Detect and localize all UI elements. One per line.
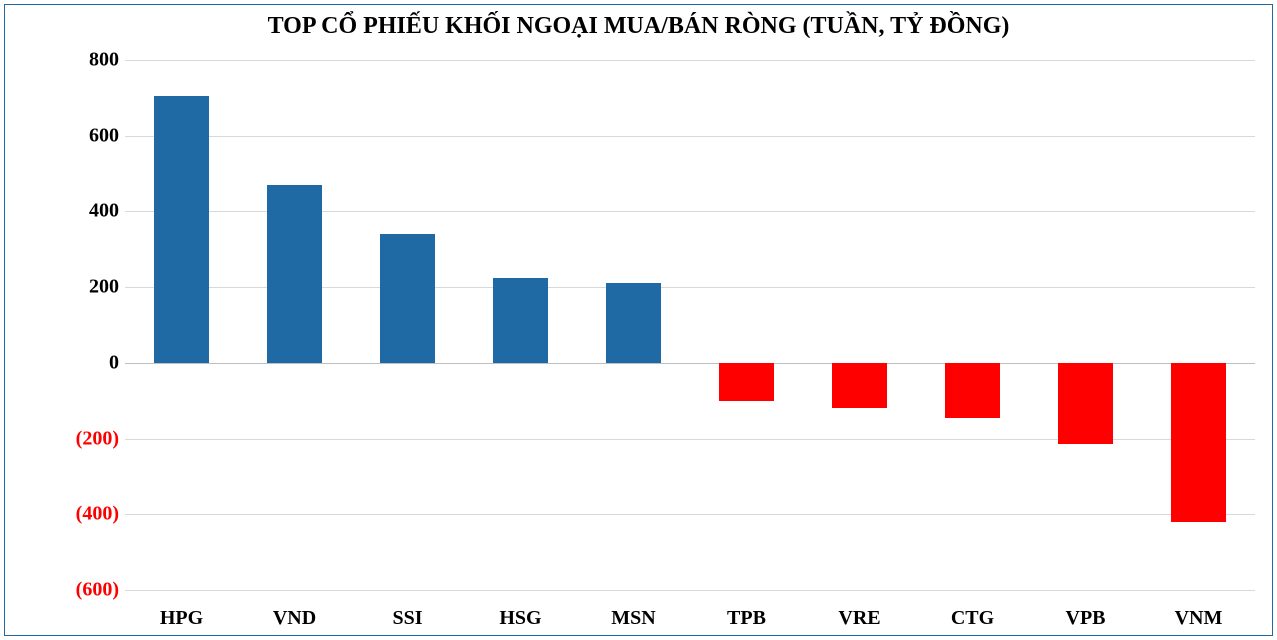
- bar-vnm: [1171, 363, 1225, 522]
- bar-msn: [606, 283, 660, 363]
- bar-vre: [832, 363, 886, 408]
- x-axis-labels: HPG VND SSI HSG MSN TPB VRE CTG VPB VNM: [125, 607, 1255, 633]
- x-label-vpb: VPB: [1066, 607, 1106, 630]
- chart-title: TOP CỔ PHIẾU KHỐI NGOẠI MUA/BÁN RÒNG (TU…: [5, 13, 1272, 40]
- y-tick-label: (600): [19, 579, 119, 602]
- y-tick-label: 0: [19, 351, 119, 374]
- bar-vnd: [267, 185, 321, 363]
- gridline: [125, 136, 1255, 137]
- plot-area: [125, 60, 1255, 590]
- bar-hpg: [154, 96, 208, 363]
- y-tick-label: 600: [19, 124, 119, 147]
- x-label-vnd: VND: [273, 607, 316, 630]
- bar-ctg: [945, 363, 999, 418]
- y-tick-label: (400): [19, 503, 119, 526]
- chart-frame: TOP CỔ PHIẾU KHỐI NGOẠI MUA/BÁN RÒNG (TU…: [4, 4, 1273, 636]
- x-label-msn: MSN: [611, 607, 655, 630]
- y-tick-label: 400: [19, 200, 119, 223]
- x-label-ctg: CTG: [951, 607, 994, 630]
- bar-vpb: [1058, 363, 1112, 444]
- gridline: [125, 60, 1255, 61]
- y-tick-label: 800: [19, 49, 119, 72]
- x-label-vnm: VNM: [1175, 607, 1223, 630]
- y-tick-label: 200: [19, 276, 119, 299]
- gridline: [125, 590, 1255, 591]
- x-label-ssi: SSI: [392, 607, 422, 630]
- bar-tpb: [719, 363, 773, 401]
- gridline: [125, 514, 1255, 515]
- bar-hsg: [493, 278, 547, 363]
- x-label-vre: VRE: [838, 607, 880, 630]
- y-tick-label: (200): [19, 427, 119, 450]
- bar-ssi: [380, 234, 434, 363]
- x-label-hsg: HSG: [499, 607, 541, 630]
- x-label-hpg: HPG: [160, 607, 203, 630]
- x-label-tpb: TPB: [727, 607, 766, 630]
